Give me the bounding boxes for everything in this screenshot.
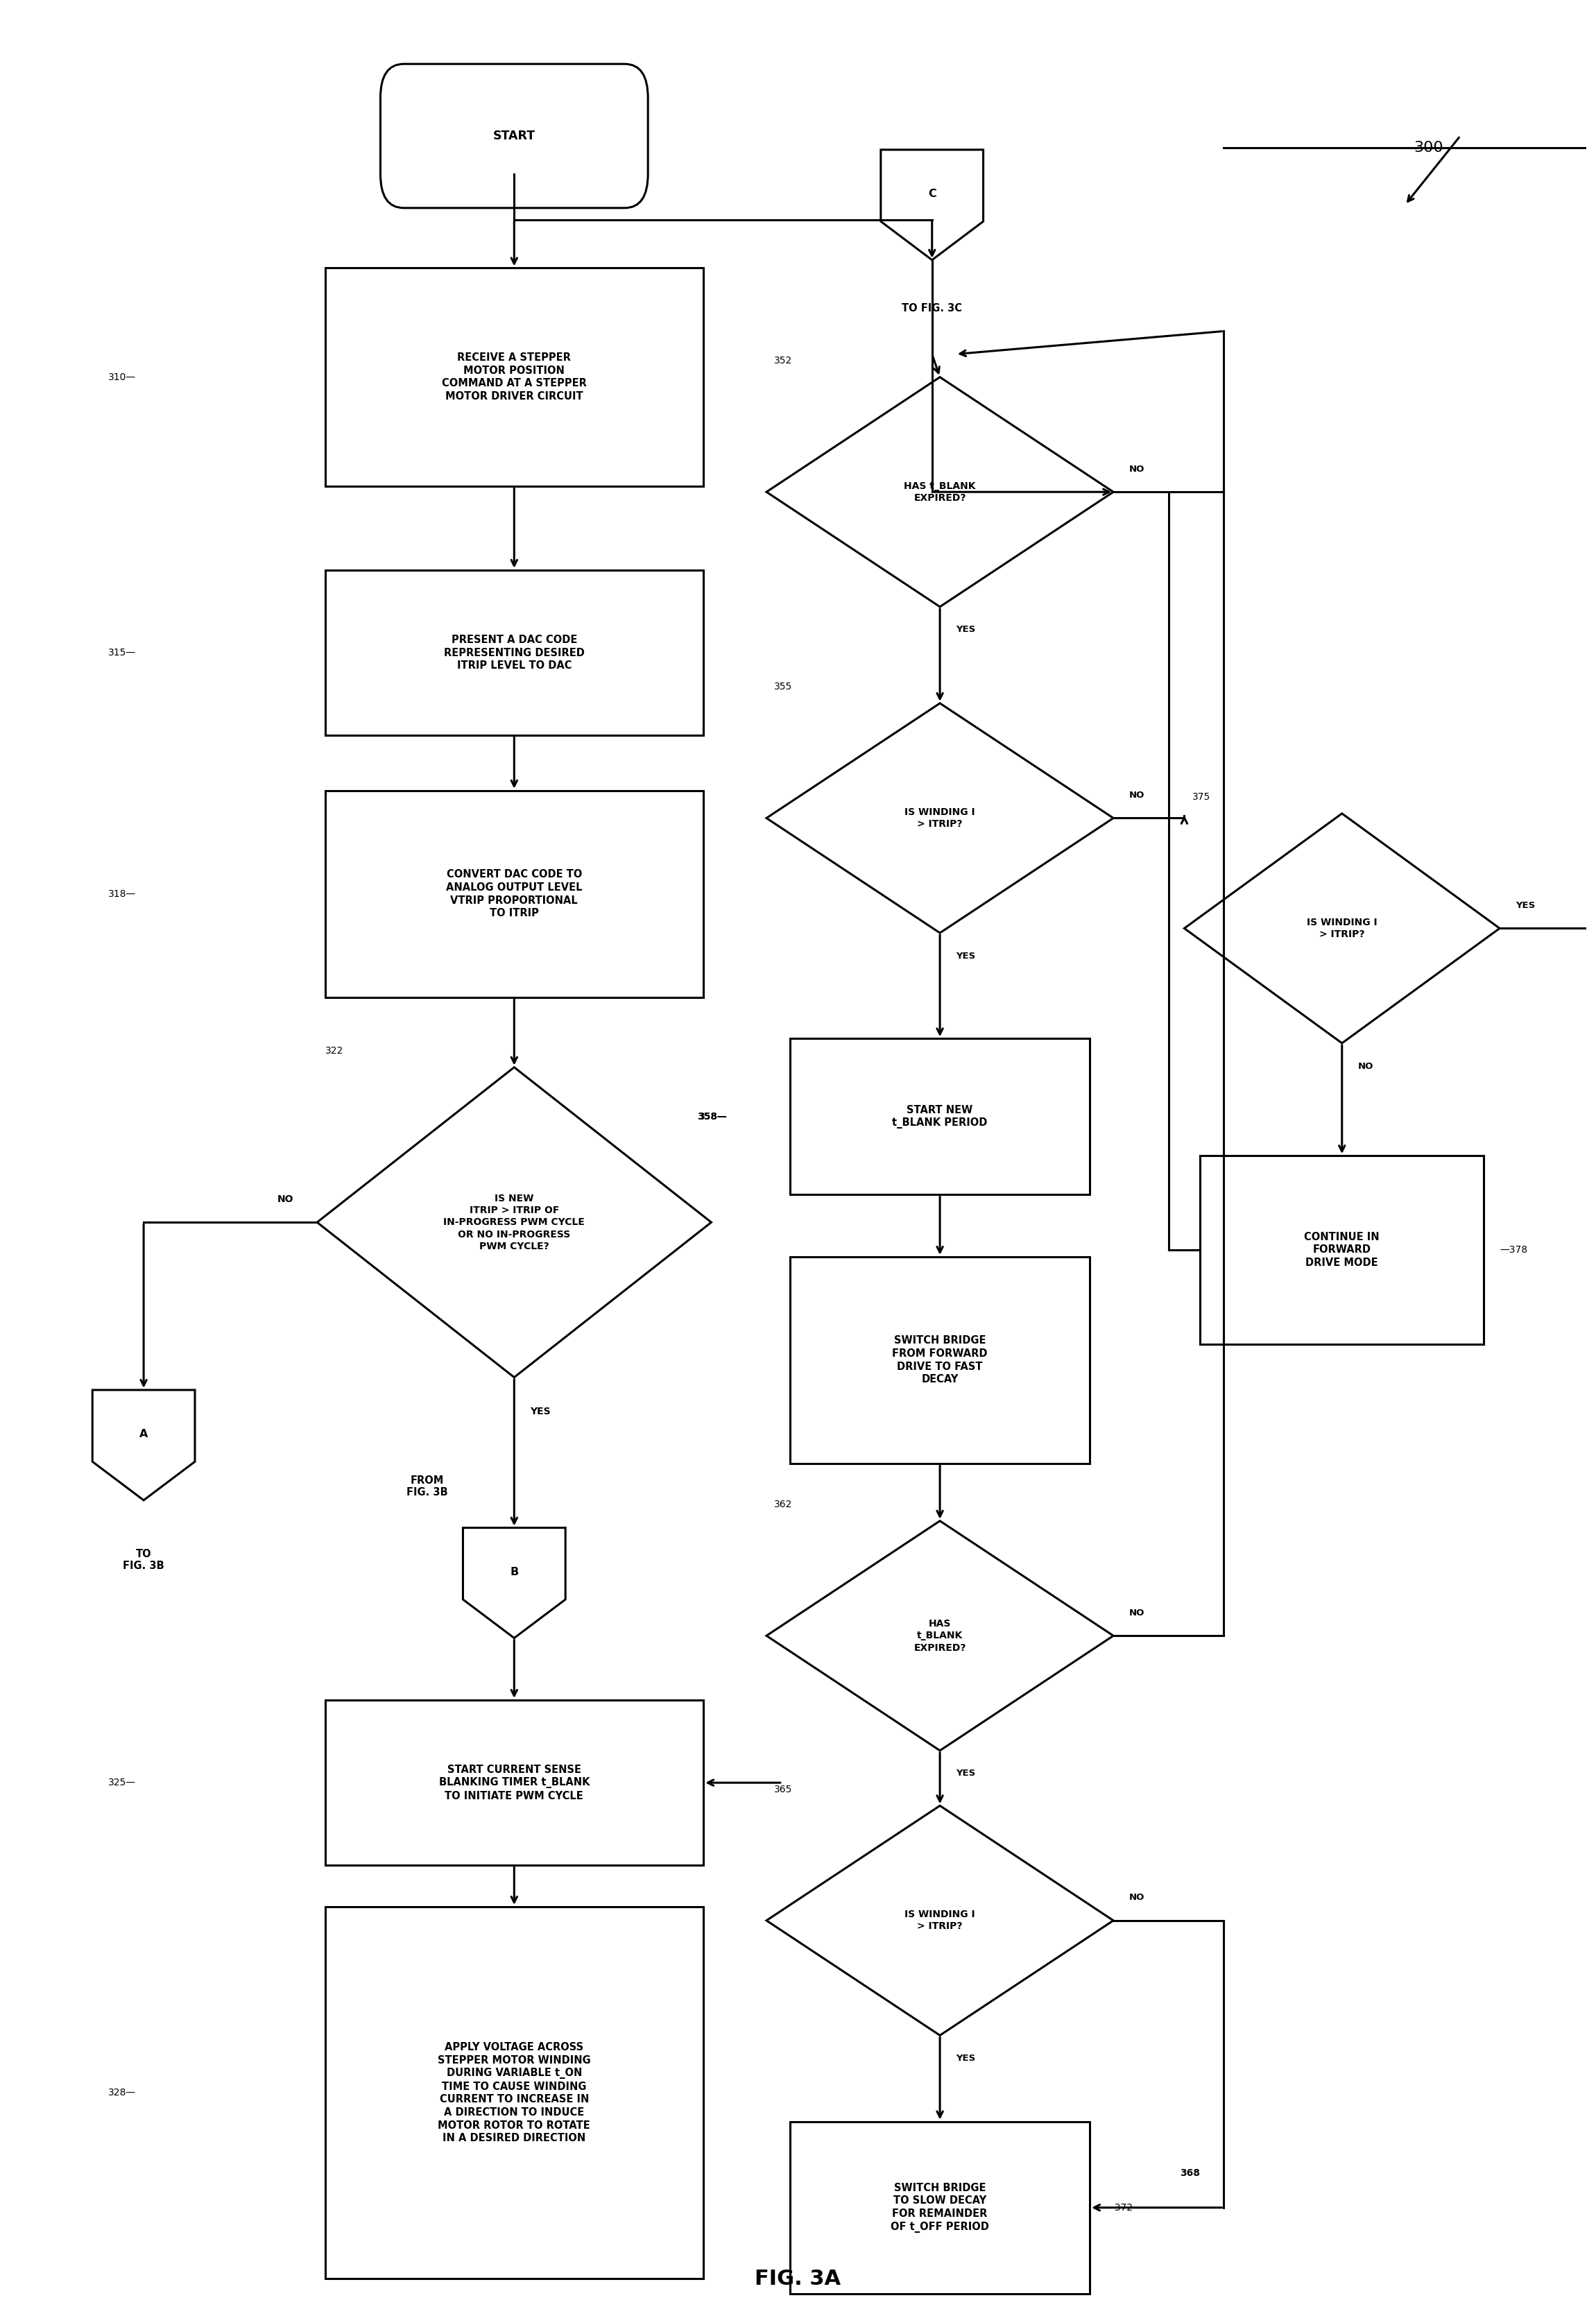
Text: NO: NO [1128, 1892, 1144, 1901]
Text: SWITCH BRIDGE
FROM FORWARD
DRIVE TO FAST
DECAY: SWITCH BRIDGE FROM FORWARD DRIVE TO FAST… [892, 1336, 988, 1385]
Bar [326, 1906, 704, 2279]
Bar [326, 1700, 704, 1864]
Bar [326, 269, 704, 486]
Text: NO: NO [278, 1195, 294, 1204]
Text: YES: YES [956, 625, 975, 635]
Text: TO FIG. 3C: TO FIG. 3C [902, 303, 962, 313]
Polygon shape [766, 1806, 1114, 2036]
Text: 368: 368 [1179, 2168, 1200, 2177]
Text: A: A [139, 1429, 148, 1438]
Text: —372: —372 [1106, 2203, 1133, 2212]
Bar [1200, 1156, 1484, 1343]
Text: 365: 365 [774, 1786, 793, 1795]
Text: 322: 322 [326, 1047, 343, 1056]
Text: 375: 375 [1192, 792, 1210, 801]
Text: 328—: 328— [109, 2089, 136, 2098]
Polygon shape [93, 1390, 195, 1501]
Text: APPLY VOLTAGE ACROSS
STEPPER MOTOR WINDING
DURING VARIABLE t_ON
TIME TO CAUSE WI: APPLY VOLTAGE ACROSS STEPPER MOTOR WINDI… [437, 2043, 591, 2145]
Text: 315—: 315— [109, 648, 136, 658]
Text: 300: 300 [1414, 141, 1443, 155]
Polygon shape [463, 1529, 565, 1637]
Polygon shape [318, 1068, 712, 1378]
Bar [790, 2121, 1090, 2293]
Text: YES: YES [1516, 901, 1535, 910]
Text: CONVERT DAC CODE TO
ANALOG OUTPUT LEVEL
VTRIP PROPORTIONAL
TO ITRIP: CONVERT DAC CODE TO ANALOG OUTPUT LEVEL … [445, 868, 583, 919]
Text: IS WINDING I
> ITRIP?: IS WINDING I > ITRIP? [905, 1911, 975, 1932]
Bar [790, 1258, 1090, 1464]
Text: 358—: 358— [697, 1112, 728, 1121]
Text: CONTINUE IN
FORWARD
DRIVE MODE: CONTINUE IN FORWARD DRIVE MODE [1304, 1232, 1379, 1267]
Text: 355: 355 [774, 681, 793, 692]
Text: 358—: 358— [699, 1112, 728, 1121]
Text: 325—: 325— [109, 1779, 136, 1788]
Text: 310—: 310— [109, 373, 136, 382]
Text: FIG. 3A: FIG. 3A [755, 2270, 841, 2288]
Text: NO: NO [1128, 790, 1144, 799]
Bar [326, 570, 704, 736]
Text: RECEIVE A STEPPER
MOTOR POSITION
COMMAND AT A STEPPER
MOTOR DRIVER CIRCUIT: RECEIVE A STEPPER MOTOR POSITION COMMAND… [442, 352, 587, 401]
Text: —378: —378 [1500, 1246, 1527, 1255]
Polygon shape [766, 1522, 1114, 1751]
Text: START: START [493, 130, 535, 141]
Polygon shape [766, 704, 1114, 933]
Text: IS WINDING I
> ITRIP?: IS WINDING I > ITRIP? [905, 808, 975, 829]
Polygon shape [881, 151, 983, 259]
Text: YES: YES [530, 1406, 551, 1417]
Bar [790, 1038, 1090, 1195]
Text: NO: NO [1128, 1607, 1144, 1617]
Text: HAS
t_BLANK
EXPIRED?: HAS t_BLANK EXPIRED? [915, 1619, 966, 1654]
FancyBboxPatch shape [380, 65, 648, 208]
Text: SWITCH BRIDGE
TO SLOW DECAY
FOR REMAINDER
OF t_OFF PERIOD: SWITCH BRIDGE TO SLOW DECAY FOR REMAINDE… [891, 2182, 990, 2233]
Text: START CURRENT SENSE
BLANKING TIMER t_BLANK
TO INITIATE PWM CYCLE: START CURRENT SENSE BLANKING TIMER t_BLA… [439, 1765, 589, 1802]
Text: YES: YES [956, 2054, 975, 2064]
Text: HAS t_BLANK
EXPIRED?: HAS t_BLANK EXPIRED? [903, 482, 975, 503]
Bar [326, 790, 704, 998]
Text: START NEW
t_BLANK PERIOD: START NEW t_BLANK PERIOD [892, 1105, 988, 1128]
Text: NO: NO [1128, 466, 1144, 472]
Text: B: B [511, 1566, 519, 1577]
Text: PRESENT A DAC CODE
REPRESENTING DESIRED
ITRIP LEVEL TO DAC: PRESENT A DAC CODE REPRESENTING DESIRED … [444, 635, 584, 672]
Text: 362: 362 [774, 1501, 793, 1510]
Polygon shape [766, 378, 1114, 607]
Polygon shape [1184, 813, 1500, 1042]
Text: 318—: 318— [109, 889, 136, 899]
Text: C: C [927, 188, 937, 199]
Text: YES: YES [956, 1769, 975, 1779]
Text: TO
FIG. 3B: TO FIG. 3B [123, 1549, 164, 1570]
Text: NO: NO [1358, 1061, 1373, 1070]
Text: FROM
FIG. 3B: FROM FIG. 3B [407, 1475, 448, 1498]
Text: IS WINDING I
> ITRIP?: IS WINDING I > ITRIP? [1307, 917, 1377, 940]
Text: YES: YES [956, 952, 975, 961]
Text: IS NEW
ITRIP > ITRIP OF
IN-PROGRESS PWM CYCLE
OR NO IN-PROGRESS
PWM CYCLE?: IS NEW ITRIP > ITRIP OF IN-PROGRESS PWM … [444, 1193, 584, 1251]
Text: 352: 352 [774, 357, 793, 366]
